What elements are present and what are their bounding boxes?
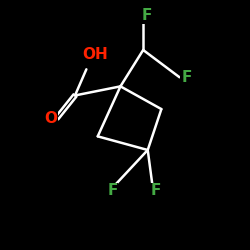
- Text: F: F: [142, 8, 152, 24]
- Text: O: O: [45, 111, 58, 126]
- Text: OH: OH: [82, 47, 108, 62]
- Text: F: F: [150, 184, 161, 198]
- Text: F: F: [107, 184, 118, 198]
- Text: F: F: [181, 70, 192, 85]
